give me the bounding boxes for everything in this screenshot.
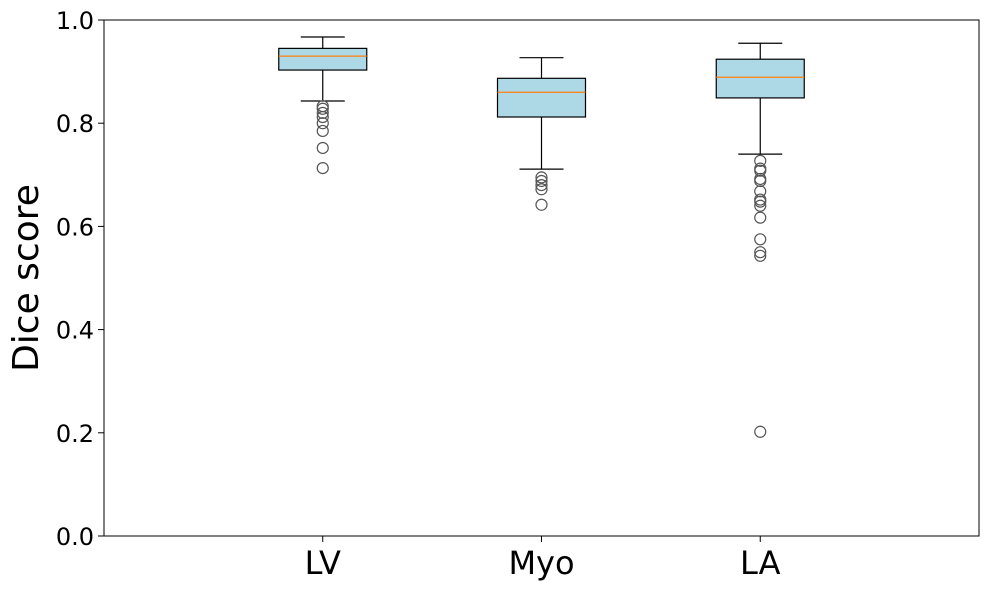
y-tick-label: 0.0 xyxy=(56,523,94,551)
outlier-point xyxy=(754,249,767,262)
outlier-point xyxy=(754,199,767,212)
outlier-point xyxy=(754,425,767,438)
box-group-myo xyxy=(496,57,587,211)
outlier-point xyxy=(535,179,548,192)
x-axis-ticks: LV Myo LA xyxy=(305,536,781,582)
outlier-point xyxy=(316,100,329,113)
outlier-point xyxy=(754,246,767,259)
outlier-point xyxy=(754,185,767,198)
box-group-la xyxy=(715,42,805,438)
outlier-point xyxy=(535,174,548,188)
outlier-point xyxy=(754,154,767,167)
iqr-box xyxy=(278,47,368,71)
outlier-point xyxy=(316,110,329,124)
y-tick-label: 0.2 xyxy=(56,420,94,448)
x-tick-label: LA xyxy=(740,544,781,582)
outlier-point xyxy=(535,183,548,196)
outlier-point xyxy=(754,195,767,208)
outlier-point xyxy=(754,211,767,224)
outlier-point xyxy=(316,117,329,130)
outlier-point xyxy=(316,141,329,155)
iqr-box xyxy=(715,58,805,99)
x-tick-label: LV xyxy=(305,544,341,582)
outlier-point xyxy=(754,164,767,177)
outlier-point xyxy=(754,174,767,188)
outlier-point xyxy=(316,102,329,115)
y-tick-label: 0.4 xyxy=(56,317,94,345)
outlier-point xyxy=(316,124,329,138)
outlier-point xyxy=(535,171,548,184)
outlier-point xyxy=(316,161,329,175)
iqr-box xyxy=(496,77,587,118)
x-tick-label: Myo xyxy=(508,544,574,582)
box-group-lv xyxy=(278,36,368,175)
outlier-point xyxy=(535,198,548,211)
plot-marks xyxy=(278,36,805,438)
outlier-point xyxy=(316,106,329,119)
y-tick-label: 0.6 xyxy=(56,213,94,241)
y-tick-label: 0.8 xyxy=(56,110,94,138)
y-axis-label: Dice score xyxy=(6,184,47,372)
y-axis-ticks: 0.0 0.2 0.4 0.6 0.8 1.0 xyxy=(56,7,104,551)
y-tick-label: 1.0 xyxy=(56,7,94,35)
outlier-point xyxy=(754,233,767,246)
